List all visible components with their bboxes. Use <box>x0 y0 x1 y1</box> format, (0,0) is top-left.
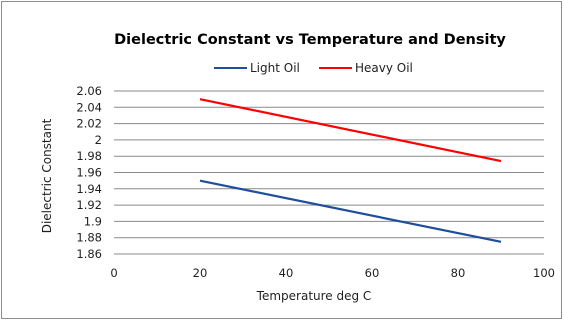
series-lines <box>199 98 502 243</box>
x-tick-label: 0 <box>110 266 117 280</box>
series-line-light-oil <box>199 179 502 243</box>
y-tick-label: 1.94 <box>76 182 102 196</box>
y-tick-label: 1.88 <box>76 231 102 245</box>
y-tick-labels: 1.86 1.88 1.9 1.92 1.94 1.96 1.98 2 2.02 2.04 2.06 <box>76 84 102 261</box>
x-axis-label: Temperature deg C <box>256 289 372 303</box>
x-tick-label: 80 <box>451 266 466 280</box>
x-tick-label: 20 <box>193 266 208 280</box>
y-tick-label: 1.96 <box>76 166 102 180</box>
y-tick-label: 2 <box>95 133 102 147</box>
legend-label-light-oil: Light Oil <box>250 61 300 75</box>
y-tick-label: 1.98 <box>76 149 102 163</box>
y-tick-label: 2.02 <box>76 117 102 131</box>
x-tick-labels: 0 20 40 60 80 100 <box>110 266 555 280</box>
x-tick-label: 60 <box>365 266 380 280</box>
legend: Light Oil Heavy Oil <box>214 61 413 75</box>
y-axis-label: Dielectric Constant <box>40 118 54 233</box>
y-tick-label: 2.04 <box>76 100 102 114</box>
series-line-heavy-oil <box>199 98 502 163</box>
chart-title: Dielectric Constant vs Temperature and D… <box>114 32 506 48</box>
y-tick-label: 1.92 <box>76 198 102 212</box>
legend-label-heavy-oil: Heavy Oil <box>355 61 413 75</box>
gridlines <box>114 90 544 255</box>
y-tick-label: 2.06 <box>76 84 102 98</box>
y-tick-label: 1.86 <box>76 247 102 261</box>
y-tick-label: 1.9 <box>84 214 102 228</box>
x-tick-label: 100 <box>533 266 555 280</box>
x-tick-label: 40 <box>279 266 294 280</box>
